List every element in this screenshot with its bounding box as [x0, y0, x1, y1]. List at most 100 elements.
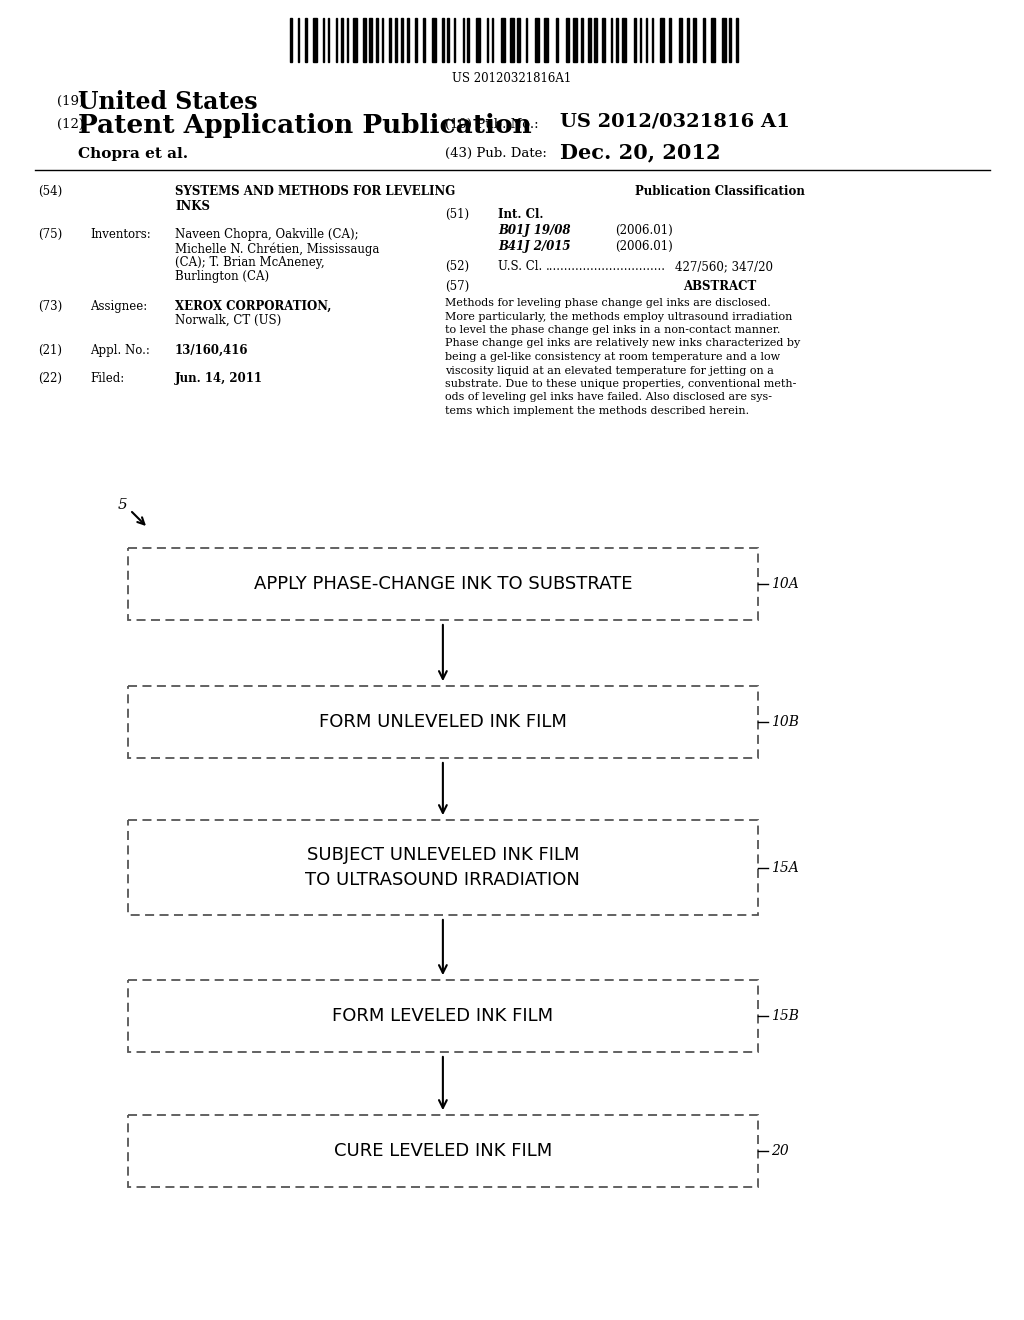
Bar [634, 18, 636, 62]
Bar [394, 18, 397, 62]
Text: (57): (57) [445, 280, 469, 293]
Text: Burlington (CA): Burlington (CA) [175, 271, 269, 282]
Bar [602, 18, 604, 62]
Text: (51): (51) [445, 209, 469, 220]
Bar [432, 18, 436, 62]
Text: ................................: ................................ [546, 260, 666, 273]
Text: (12): (12) [57, 117, 84, 131]
Bar [407, 18, 409, 62]
Bar [476, 18, 480, 62]
Bar [298, 18, 299, 62]
Bar [347, 18, 348, 62]
Bar [341, 18, 343, 62]
Bar [441, 18, 443, 62]
Bar [535, 18, 539, 62]
Bar [467, 18, 469, 62]
Bar [670, 18, 671, 62]
Bar [388, 18, 391, 62]
Bar [729, 18, 731, 62]
Text: Naveen Chopra, Oakville (CA);: Naveen Chopra, Oakville (CA); [175, 228, 358, 242]
Text: (2006.01): (2006.01) [615, 240, 673, 253]
Text: APPLY PHASE-CHANGE INK TO SUBSTRATE: APPLY PHASE-CHANGE INK TO SUBSTRATE [254, 576, 632, 593]
Text: (54): (54) [38, 185, 62, 198]
Bar [659, 18, 664, 62]
Bar [555, 18, 558, 62]
Text: Norwalk, CT (US): Norwalk, CT (US) [175, 314, 282, 327]
Text: 15A: 15A [771, 861, 799, 874]
Bar [128, 686, 758, 758]
Text: 427/560; 347/20: 427/560; 347/20 [675, 260, 773, 273]
Bar [128, 979, 758, 1052]
Text: U.S. Cl.: U.S. Cl. [498, 260, 543, 273]
Bar [736, 18, 737, 62]
Bar [652, 18, 653, 62]
Text: Methods for leveling phase change gel inks are disclosed.: Methods for leveling phase change gel in… [445, 298, 771, 308]
Text: Inventors:: Inventors: [90, 228, 151, 242]
Text: Chopra et al.: Chopra et al. [78, 147, 188, 161]
Bar [423, 18, 425, 62]
Text: to level the phase change gel inks in a non-contact manner.: to level the phase change gel inks in a … [445, 325, 780, 335]
Text: More particularly, the methods employ ultrasound irradiation: More particularly, the methods employ ul… [445, 312, 793, 322]
Text: (10) Pub. No.:: (10) Pub. No.: [445, 117, 539, 131]
Bar [640, 18, 641, 62]
Text: Dec. 20, 2012: Dec. 20, 2012 [560, 143, 721, 162]
Bar [703, 18, 706, 62]
Bar [510, 18, 514, 62]
Bar [401, 18, 402, 62]
Text: Patent Application Publication: Patent Application Publication [78, 114, 531, 139]
Bar [312, 18, 316, 62]
Text: Int. Cl.: Int. Cl. [498, 209, 544, 220]
Bar [493, 18, 494, 62]
Bar [463, 18, 464, 62]
Bar [615, 18, 618, 62]
Bar [290, 18, 292, 62]
Text: Jun. 14, 2011: Jun. 14, 2011 [175, 372, 263, 385]
Bar [323, 18, 325, 62]
Text: INKS: INKS [175, 201, 210, 213]
Text: (CA); T. Brian McAneney,: (CA); T. Brian McAneney, [175, 256, 325, 269]
Text: B01J 19/08: B01J 19/08 [498, 224, 570, 238]
Bar [336, 18, 337, 62]
Text: 10A: 10A [771, 577, 799, 591]
Bar [370, 18, 372, 62]
Bar [594, 18, 597, 62]
Bar [623, 18, 627, 62]
Text: tems which implement the methods described herein.: tems which implement the methods describ… [445, 407, 750, 416]
Text: 13/160,416: 13/160,416 [175, 345, 249, 356]
Bar [645, 18, 647, 62]
Text: (52): (52) [445, 260, 469, 273]
Text: 20: 20 [771, 1144, 788, 1158]
Bar [128, 1115, 758, 1187]
Text: Phase change gel inks are relatively new inks characterized by: Phase change gel inks are relatively new… [445, 338, 800, 348]
Text: US 20120321816A1: US 20120321816A1 [453, 73, 571, 84]
Bar [611, 18, 612, 62]
Bar [454, 18, 456, 62]
Text: ods of leveling gel inks have failed. Also disclosed are sys-: ods of leveling gel inks have failed. Al… [445, 392, 772, 403]
Text: Assignee:: Assignee: [90, 300, 147, 313]
Text: (22): (22) [38, 372, 62, 385]
Text: SYSTEMS AND METHODS FOR LEVELING: SYSTEMS AND METHODS FOR LEVELING [175, 185, 456, 198]
Text: SUBJECT UNLEVELED INK FILM
TO ULTRASOUND IRRADIATION: SUBJECT UNLEVELED INK FILM TO ULTRASOUND… [305, 846, 581, 888]
Text: viscosity liquid at an elevated temperature for jetting on a: viscosity liquid at an elevated temperat… [445, 366, 774, 375]
Text: CURE LEVELED INK FILM: CURE LEVELED INK FILM [334, 1142, 552, 1160]
Text: US 2012/0321816 A1: US 2012/0321816 A1 [560, 114, 790, 131]
Text: 10B: 10B [771, 715, 799, 729]
Bar [353, 18, 357, 62]
Bar [679, 18, 682, 62]
Bar [305, 18, 307, 62]
Text: United States: United States [78, 90, 258, 114]
Text: 5: 5 [118, 498, 128, 512]
Bar [364, 18, 366, 62]
Bar [502, 18, 506, 62]
Text: XEROX CORPORATION,: XEROX CORPORATION, [175, 300, 332, 313]
Bar [486, 18, 488, 62]
Text: being a gel-like consistency at room temperature and a low: being a gel-like consistency at room tem… [445, 352, 780, 362]
Text: (2006.01): (2006.01) [615, 224, 673, 238]
Bar [544, 18, 548, 62]
Text: Filed:: Filed: [90, 372, 124, 385]
Text: FORM UNLEVELED INK FILM: FORM UNLEVELED INK FILM [318, 713, 567, 731]
Bar [328, 18, 329, 62]
Bar [128, 820, 758, 915]
Bar [517, 18, 519, 62]
Bar [687, 18, 689, 62]
